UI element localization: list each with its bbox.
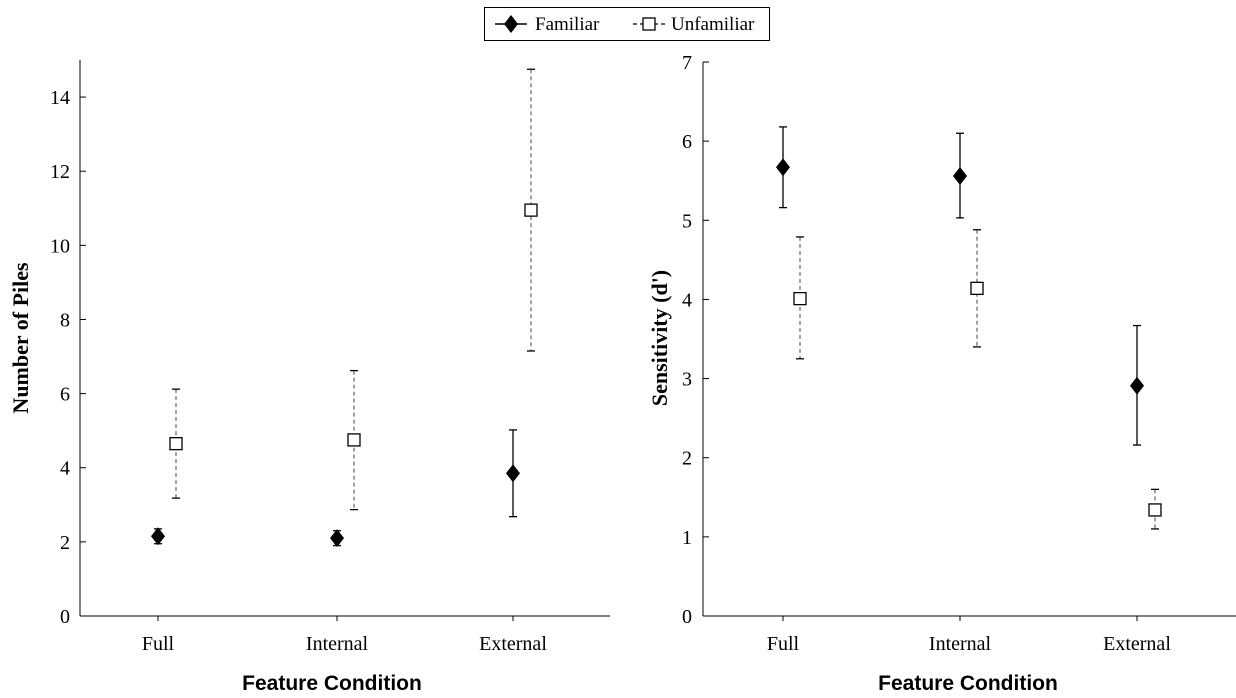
y-tick-label: 1 [682, 527, 692, 549]
unfamiliar-square-point [1148, 503, 1162, 517]
y-tick-label: 0 [60, 606, 70, 628]
familiar-diamond-point [151, 527, 165, 546]
unfamiliar-square-point [524, 203, 538, 217]
familiar-diamond-point [506, 464, 520, 483]
y-axis-title: Sensitivity (d') [647, 270, 672, 406]
y-axis-title: Number of Piles [8, 262, 33, 414]
y-tick-label: 3 [682, 369, 692, 391]
familiar-diamond-point [330, 529, 344, 548]
x-axis-title: Feature Condition [242, 672, 422, 695]
legend-familiar-diamond-icon [504, 15, 518, 33]
sensitivity-chart: 0 1 2 3 4 5 6 7 Full Internal External Sensitivity … [647, 52, 1236, 695]
x-category-label: Internal [306, 633, 369, 655]
unfamiliar-square-point [169, 436, 183, 451]
y-tick-label: 2 [682, 448, 692, 470]
piles-chart: 0 2 4 6 8 10 12 14 Full Internal External Number of… [8, 60, 610, 695]
y-tick-label: 7 [682, 52, 692, 74]
x-category-label: External [479, 633, 547, 655]
x-category-label: Internal [929, 633, 992, 655]
y-tick-label: 6 [60, 384, 70, 406]
legend-unfamiliar-square-icon [642, 17, 656, 31]
x-category-label: Full [767, 633, 800, 655]
y-tick-label: 14 [50, 87, 70, 109]
familiar-diamond-point [776, 158, 790, 177]
y-tick-label: 12 [50, 161, 70, 183]
y-tick-label: 2 [60, 532, 70, 554]
legend-symbols [495, 15, 665, 33]
y-tick-label: 0 [682, 606, 692, 628]
y-tick-label: 10 [50, 235, 70, 257]
x-category-label: External [1103, 633, 1171, 655]
y-tick-label: 5 [682, 210, 692, 232]
y-tick-label: 6 [682, 131, 692, 153]
y-tick-label: 4 [60, 458, 70, 480]
legend-familiar-label: Familiar [535, 14, 600, 35]
legend-unfamiliar-label: Unfamiliar [671, 14, 755, 35]
legend: Familiar Unfamiliar [484, 7, 770, 41]
x-axis-title: Feature Condition [878, 672, 1058, 695]
unfamiliar-square-point [347, 433, 361, 447]
unfamiliar-square-point [970, 281, 984, 295]
familiar-diamond-point [1130, 376, 1144, 395]
unfamiliar-square-point [793, 291, 807, 306]
x-category-label: Full [142, 633, 175, 655]
y-tick-label: 8 [60, 309, 70, 331]
familiar-diamond-point [953, 166, 967, 185]
y-tick-label: 4 [682, 289, 692, 311]
